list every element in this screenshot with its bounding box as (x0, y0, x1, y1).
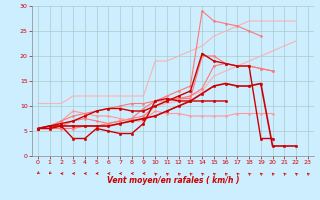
X-axis label: Vent moyen/en rafales ( km/h ): Vent moyen/en rafales ( km/h ) (107, 176, 239, 185)
